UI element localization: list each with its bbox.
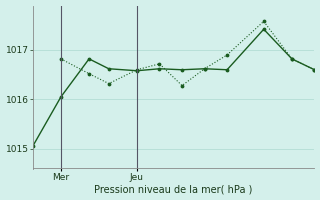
X-axis label: Pression niveau de la mer( hPa ): Pression niveau de la mer( hPa ) xyxy=(94,184,253,194)
